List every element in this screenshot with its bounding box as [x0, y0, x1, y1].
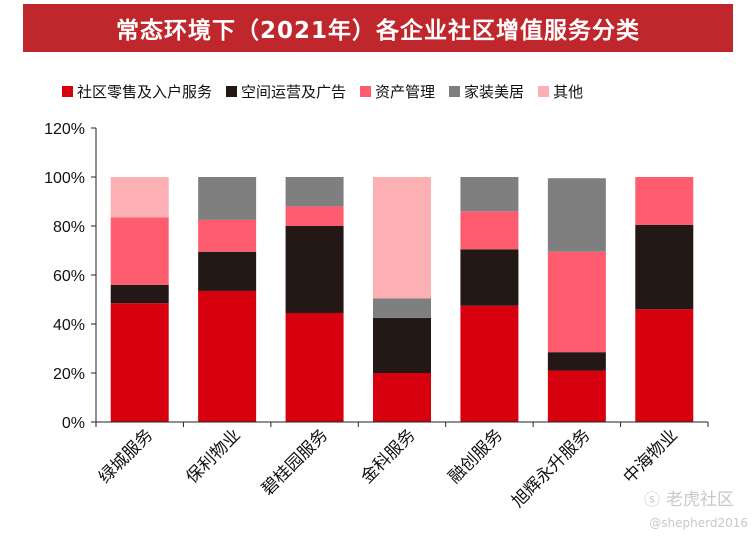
x-tick-label: 金科服务 — [357, 425, 419, 487]
bar-segment — [373, 177, 431, 299]
bar-segment — [198, 290, 257, 422]
bar-segment — [635, 309, 694, 422]
legend-item: 其他 — [538, 81, 583, 102]
bar-segment — [285, 206, 344, 226]
bar-segment — [547, 178, 606, 252]
bar-segment — [110, 284, 169, 304]
legend-item: 家装美居 — [449, 81, 524, 102]
y-tick-label: 60% — [53, 268, 85, 285]
bar-segment — [635, 177, 694, 225]
legend-label: 家装美居 — [464, 82, 525, 101]
legend-item: 社区零售及入户服务 — [62, 81, 212, 102]
y-tick-label: 20% — [53, 366, 85, 383]
legend-label: 其他 — [553, 82, 584, 101]
bar-segment — [460, 305, 519, 422]
bar-segment — [635, 224, 694, 310]
legend-swatch — [62, 85, 73, 97]
x-tick-label: 融创服务 — [445, 425, 507, 487]
chart-legend: 社区零售及入户服务 空间运营及广告 资产管理 家装美居 其他 — [62, 79, 597, 103]
legend-label: 社区零售及入户服务 — [77, 82, 213, 101]
bar-segment — [547, 352, 606, 371]
y-tick-label: 0% — [62, 415, 85, 432]
legend-label: 空间运营及广告 — [241, 82, 347, 101]
x-tick-label: 旭辉永升服务 — [508, 425, 594, 511]
bar-segment — [460, 177, 519, 212]
y-tick-label: 80% — [53, 219, 85, 236]
bar-segment — [373, 373, 431, 422]
bar-segment — [547, 251, 606, 353]
bar-segment — [198, 251, 257, 291]
x-tick-label: 碧桂园服务 — [258, 425, 332, 499]
bar-segment — [110, 177, 169, 218]
chart-title-bar: 常态环境下（2021年）各企业社区增值服务分类 — [23, 4, 733, 52]
legend-swatch — [360, 85, 372, 97]
watermark-logo-icon: ⓢ — [643, 489, 660, 509]
legend-swatch — [538, 85, 550, 97]
bar-segment — [285, 312, 344, 422]
legend-item: 资产管理 — [360, 81, 435, 102]
bar-segment — [460, 211, 519, 250]
x-tick-label: 中海物业 — [620, 425, 682, 487]
chart-title: 常态环境下（2021年）各企业社区增值服务分类 — [115, 18, 640, 44]
bar-segment — [373, 317, 431, 373]
bar-segment — [110, 217, 169, 285]
bar-segment — [198, 177, 257, 220]
y-tick-label: 120% — [44, 121, 85, 138]
bar-segment — [285, 177, 344, 207]
watermark-credit: @shepherd2016 — [649, 516, 748, 530]
y-tick-label: 100% — [44, 170, 85, 187]
y-tick-label: 40% — [53, 317, 85, 334]
x-tick-label: 绿城服务 — [95, 425, 157, 487]
legend-swatch — [226, 85, 238, 97]
bar-segment — [110, 303, 169, 422]
bar-segment — [373, 298, 431, 318]
bar-segment — [547, 370, 606, 422]
bar-segment — [460, 249, 519, 306]
bar-segment — [198, 219, 257, 252]
x-tick-label: 保利物业 — [182, 425, 244, 487]
legend-swatch — [449, 85, 461, 97]
bar-segment — [285, 226, 344, 313]
watermark: ⓢ 老虎社区 — [643, 485, 734, 511]
legend-item: 空间运营及广告 — [226, 81, 346, 102]
legend-label: 资产管理 — [375, 82, 436, 101]
watermark-text: 老虎社区 — [666, 490, 734, 510]
